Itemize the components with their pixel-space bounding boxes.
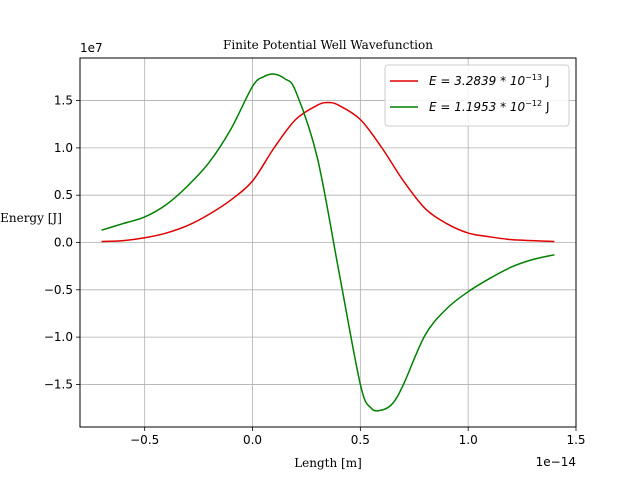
y-offset-text: 1e7	[80, 41, 103, 55]
legend-label-main: E = 1.1953 * 10	[429, 100, 526, 114]
series-line-2	[101, 73, 555, 412]
y-tick-label: −1.0	[44, 330, 73, 344]
x-offset-text: 1e−14	[536, 455, 576, 469]
legend-label-main: E = 3.2839 * 10	[429, 74, 526, 88]
y-tick-label: −0.5	[44, 283, 73, 297]
x-tick-label: 0.0	[243, 433, 262, 447]
legend-label-unit: J	[545, 100, 550, 114]
y-axis-ticks: −1.5 −1.0 −0.5 0.0 0.5 1.0 1.5	[44, 94, 80, 391]
legend-box	[384, 64, 570, 127]
x-tick-label: 1.0	[459, 433, 478, 447]
legend: E = 3.2839 * 10−13 JE = 1.1953 * 10−12 J	[384, 64, 570, 127]
legend-label-2: E = 1.1953 * 10−12 J	[429, 99, 550, 114]
legend-label-exponent: −13	[525, 73, 542, 82]
x-tick-label: −0.5	[130, 433, 159, 447]
chart-title: Finite Potential Well Wavefunction	[223, 38, 433, 52]
x-axis-label: Length [m]	[294, 456, 362, 470]
legend-label-exponent: −12	[525, 99, 542, 108]
legend-label-unit: J	[545, 74, 550, 88]
y-axis-label: Energy [J]	[0, 211, 62, 225]
series-line-1	[101, 101, 555, 243]
x-tick-label: 0.5	[351, 433, 370, 447]
y-tick-label: 1.0	[54, 141, 73, 155]
x-tick-label: 1.5	[566, 433, 585, 447]
y-tick-label: 0.0	[54, 236, 73, 250]
legend-label-1: E = 3.2839 * 10−13 J	[429, 73, 550, 88]
y-tick-label: −1.5	[44, 377, 73, 391]
x-axis-ticks: −0.5 0.0 0.5 1.0 1.5	[130, 427, 586, 447]
y-tick-label: 0.5	[54, 188, 73, 202]
y-tick-label: 1.5	[54, 94, 73, 108]
plot-lines	[101, 73, 555, 412]
